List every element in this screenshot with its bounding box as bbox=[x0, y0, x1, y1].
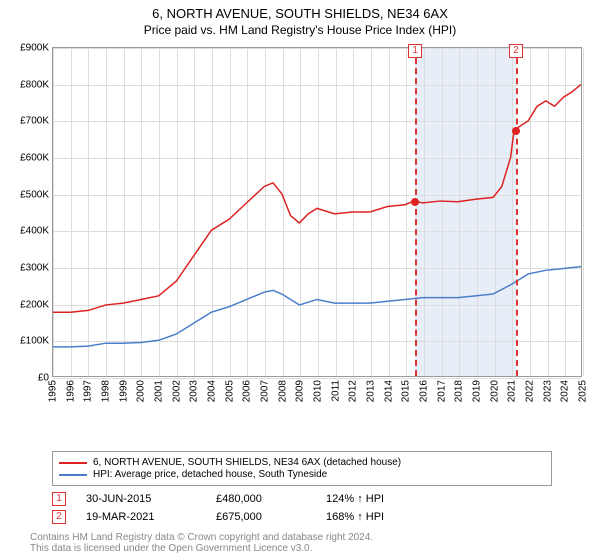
x-axis-label: 2013 bbox=[366, 380, 377, 402]
legend-swatch bbox=[59, 474, 87, 476]
sales-hpi: 124% ↑ HPI bbox=[326, 493, 436, 505]
x-axis-label: 2002 bbox=[171, 380, 182, 402]
y-axis-label: £600K bbox=[20, 153, 49, 164]
x-axis-label: 1996 bbox=[65, 380, 76, 402]
x-axis-label: 2019 bbox=[472, 380, 483, 402]
sales-date: 19-MAR-2021 bbox=[86, 511, 196, 523]
chart-subtitle: Price paid vs. HM Land Registry's House … bbox=[0, 23, 600, 37]
x-axis-label: 2018 bbox=[454, 380, 465, 402]
gridline-v bbox=[583, 48, 584, 376]
sales-price: £675,000 bbox=[216, 511, 306, 523]
chart-container: £0£100K£200K£300K£400K£500K£600K£700K£80… bbox=[10, 37, 590, 417]
gridline-h bbox=[53, 378, 581, 379]
legend: 6, NORTH AVENUE, SOUTH SHIELDS, NE34 6AX… bbox=[52, 451, 552, 486]
sales-table: 1 30-JUN-2015 £480,000 124% ↑ HPI 2 19-MAR-20… bbox=[52, 492, 552, 524]
x-axis-label: 2021 bbox=[507, 380, 518, 402]
x-axis-label: 2016 bbox=[419, 380, 430, 402]
x-axis-label: 2009 bbox=[295, 380, 306, 402]
x-axis-label: 2008 bbox=[277, 380, 288, 402]
x-axis-label: 1995 bbox=[48, 380, 59, 402]
sale-marker-dot bbox=[411, 198, 419, 206]
attribution: Contains HM Land Registry data © Crown c… bbox=[30, 532, 590, 554]
sales-date: 30-JUN-2015 bbox=[86, 493, 196, 505]
x-axis-label: 1998 bbox=[101, 380, 112, 402]
x-axis-label: 2015 bbox=[401, 380, 412, 402]
chart-title: 6, NORTH AVENUE, SOUTH SHIELDS, NE34 6AX bbox=[0, 6, 600, 21]
y-axis-label: £500K bbox=[20, 189, 49, 200]
legend-item: 6, NORTH AVENUE, SOUTH SHIELDS, NE34 6AX… bbox=[59, 457, 545, 468]
x-axis-label: 2006 bbox=[242, 380, 253, 402]
x-axis-label: 2001 bbox=[154, 380, 165, 402]
legend-swatch bbox=[59, 462, 87, 464]
attribution-line: This data is licensed under the Open Gov… bbox=[30, 543, 590, 554]
y-axis-label: £700K bbox=[20, 116, 49, 127]
x-axis-label: 2014 bbox=[383, 380, 394, 402]
sale-marker-dot bbox=[512, 127, 520, 135]
sales-row: 2 19-MAR-2021 £675,000 168% ↑ HPI bbox=[52, 510, 552, 524]
attribution-line: Contains HM Land Registry data © Crown c… bbox=[30, 532, 590, 543]
x-axis-label: 2023 bbox=[542, 380, 553, 402]
x-axis-label: 2017 bbox=[436, 380, 447, 402]
x-axis-label: 2005 bbox=[224, 380, 235, 402]
y-axis-label: £100K bbox=[20, 336, 49, 347]
x-axis-label: 2022 bbox=[525, 380, 536, 402]
series-hpi bbox=[53, 267, 581, 347]
legend-item: HPI: Average price, detached house, Sout… bbox=[59, 469, 545, 480]
y-axis-label: £300K bbox=[20, 263, 49, 274]
x-axis-label: 1999 bbox=[118, 380, 129, 402]
x-axis-label: 2011 bbox=[330, 380, 341, 402]
x-axis-label: 2024 bbox=[560, 380, 571, 402]
sales-price: £480,000 bbox=[216, 493, 306, 505]
x-axis-label: 1997 bbox=[83, 380, 94, 402]
sales-hpi: 168% ↑ HPI bbox=[326, 511, 436, 523]
series-price-paid bbox=[53, 84, 581, 312]
y-axis-label: £900K bbox=[20, 43, 49, 54]
x-axis-label: 2020 bbox=[489, 380, 500, 402]
legend-label: 6, NORTH AVENUE, SOUTH SHIELDS, NE34 6AX… bbox=[93, 457, 401, 468]
sale-marker-line bbox=[516, 48, 518, 376]
y-axis-label: £400K bbox=[20, 226, 49, 237]
sale-marker-line bbox=[415, 48, 417, 376]
sales-row: 1 30-JUN-2015 £480,000 124% ↑ HPI bbox=[52, 492, 552, 506]
x-axis-label: 2000 bbox=[136, 380, 147, 402]
x-axis-label: 2004 bbox=[207, 380, 218, 402]
x-axis-label: 2012 bbox=[348, 380, 359, 402]
y-axis-label: £200K bbox=[20, 299, 49, 310]
sales-marker: 2 bbox=[52, 510, 66, 524]
x-axis-label: 2003 bbox=[189, 380, 200, 402]
plot-area: £0£100K£200K£300K£400K£500K£600K£700K£80… bbox=[52, 47, 582, 377]
y-axis-label: £800K bbox=[20, 79, 49, 90]
line-layer bbox=[53, 48, 581, 376]
x-axis-label: 2010 bbox=[313, 380, 324, 402]
sale-marker-badge: 2 bbox=[509, 44, 523, 58]
sale-marker-badge: 1 bbox=[408, 44, 422, 58]
sales-marker: 1 bbox=[52, 492, 66, 506]
legend-label: HPI: Average price, detached house, Sout… bbox=[93, 469, 327, 480]
x-axis-label: 2025 bbox=[578, 380, 589, 402]
x-axis-label: 2007 bbox=[260, 380, 271, 402]
